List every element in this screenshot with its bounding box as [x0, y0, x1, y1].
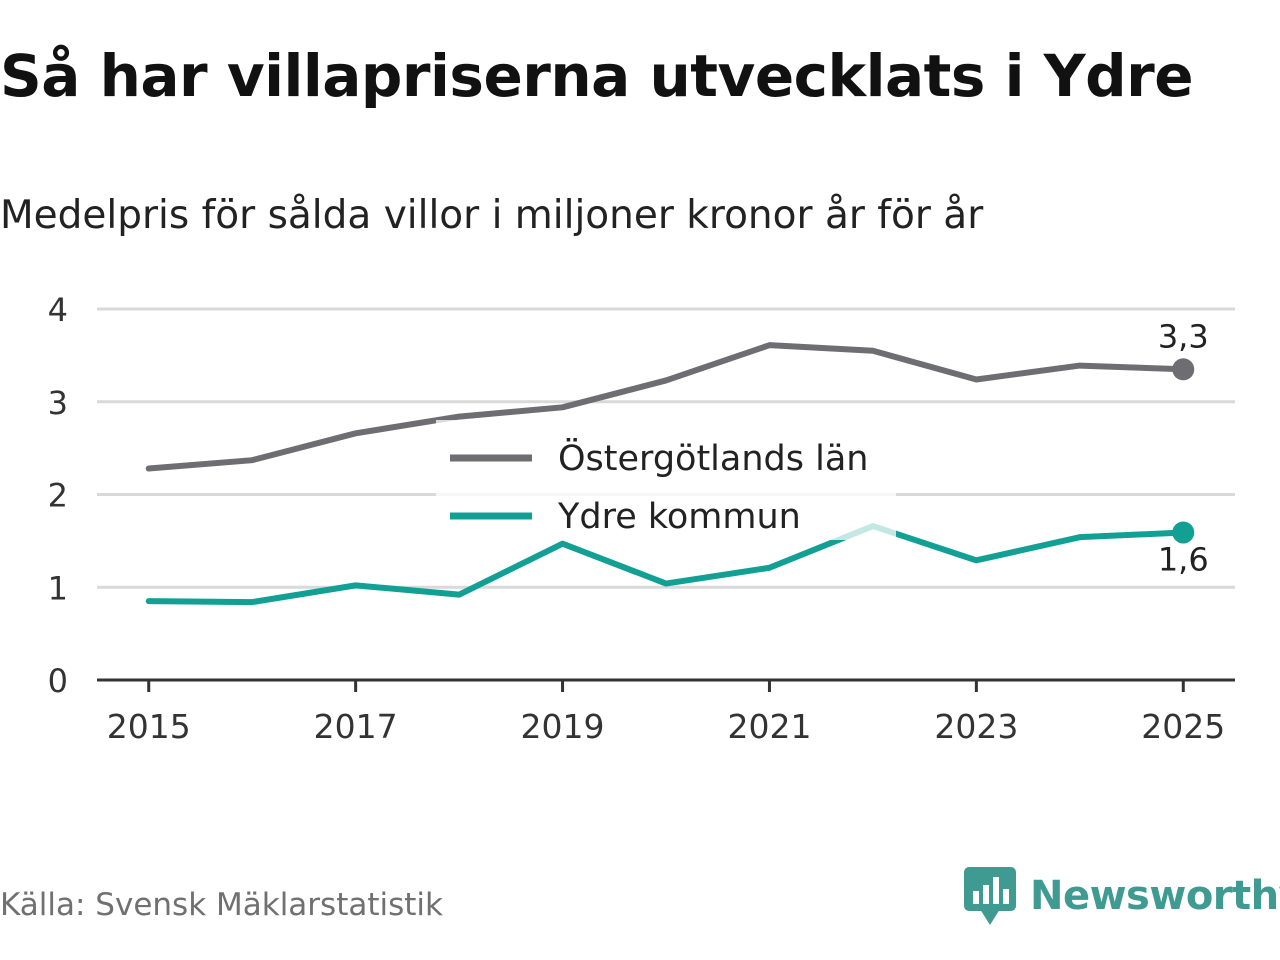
gridlines — [97, 307, 1235, 589]
brand-name: Newsworthy — [1030, 873, 1280, 919]
end-value-label: 3,3 — [1158, 317, 1209, 355]
legend-label: Östergötlands län — [558, 437, 868, 479]
y-tick-label: 0 — [48, 662, 68, 700]
end-points: 3,3 1,6 — [1158, 317, 1209, 578]
y-tick-label: 4 — [48, 291, 68, 329]
x-tick-label: 2021 — [727, 707, 811, 746]
x-tick-label: 2017 — [314, 707, 398, 746]
chart-subtitle: Medelpris för sålda villor i miljoner kr… — [0, 193, 984, 238]
x-tick-label: 2023 — [934, 707, 1018, 746]
legend-background — [436, 420, 896, 540]
y-tick-label: 1 — [48, 569, 68, 607]
x-tick-label: 2015 — [107, 707, 191, 746]
x-tick-label: 2025 — [1141, 707, 1225, 746]
brand: Newsworthy — [962, 864, 1280, 928]
y-axis-ticks: 0 1 2 3 4 — [48, 291, 68, 700]
source-note: Källa: Svensk Mäklarstatistik — [0, 887, 443, 923]
chart-title: Så har villapriserna utvecklats i Ydre — [0, 42, 1194, 110]
x-tick-label: 2019 — [521, 707, 605, 746]
end-value-label: 1,6 — [1158, 541, 1209, 579]
end-point-marker — [1172, 521, 1195, 544]
x-axis: 2015 2017 2019 2021 2023 2025 — [97, 678, 1235, 746]
legend: Östergötlands län Ydre kommun — [436, 420, 896, 540]
newsworthy-chart-logo-icon — [964, 867, 1016, 925]
end-point-marker — [1172, 358, 1195, 381]
y-tick-label: 2 — [48, 477, 68, 515]
y-tick-label: 3 — [48, 384, 68, 422]
legend-label: Ydre kommun — [557, 497, 801, 537]
